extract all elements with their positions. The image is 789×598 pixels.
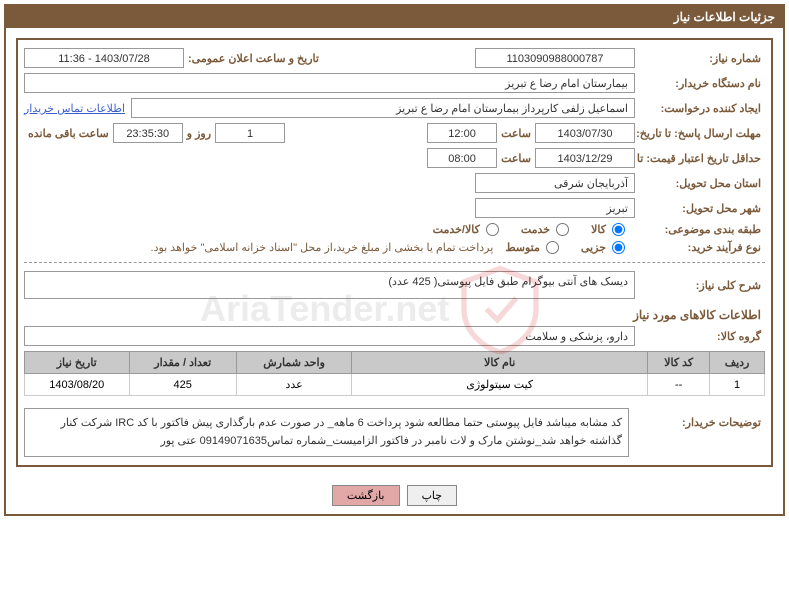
lbl-desc: شرح کلی نیاز: — [635, 279, 765, 292]
td-code: -- — [648, 374, 710, 396]
lbl-category: طبقه بندی موضوعی: — [635, 223, 765, 236]
fld-deadline-time: 12:00 — [427, 123, 497, 143]
main-panel: جزئیات اطلاعات نیاز شماره نیاز: 11030909… — [4, 4, 785, 516]
th-date: تاریخ نیاز — [25, 352, 130, 374]
td-date: 1403/08/20 — [25, 374, 130, 396]
table-header-row: ردیف کد کالا نام کالا واحد شمارش تعداد /… — [25, 352, 765, 374]
lbl-buyer-org: نام دستگاه خریدار: — [635, 77, 765, 90]
lbl-req-no: شماره نیاز: — [635, 52, 765, 65]
radio-medium[interactable] — [546, 241, 559, 254]
items-table: ردیف کد کالا نام کالا واحد شمارش تعداد /… — [24, 351, 765, 396]
lbl-proc-type: نوع فرآیند خرید: — [635, 241, 765, 254]
radio-both[interactable] — [486, 223, 499, 236]
back-button[interactable]: بازگشت — [332, 485, 400, 506]
button-row: چاپ بازگشت — [6, 477, 783, 514]
lbl-days-and: روز و — [183, 127, 215, 140]
lbl-buyer-notes: توضیحات خریدار: — [635, 402, 765, 429]
lbl-deadline: مهلت ارسال پاسخ: تا تاریخ: — [635, 127, 765, 140]
th-code: کد کالا — [648, 352, 710, 374]
th-name: نام کالا — [352, 352, 648, 374]
print-button[interactable]: چاپ — [407, 485, 458, 506]
fld-buyer-notes: کد مشابه میباشد فایل پیوستی حتما مطالعه … — [24, 408, 629, 457]
radio-partial[interactable] — [612, 241, 625, 254]
td-qty: 425 — [129, 374, 236, 396]
fld-remaining-time: 23:35:30 — [113, 123, 183, 143]
lbl-city: شهر محل تحویل: — [635, 202, 765, 215]
fld-desc: دیسک های آنتی بیوگرام طبق فایل پیوستی( 4… — [24, 271, 635, 299]
td-row: 1 — [710, 374, 765, 396]
category-radio-group: کالا خدمت کالا/خدمت — [425, 223, 635, 236]
fld-days: 1 — [215, 123, 285, 143]
lbl-remaining: ساعت باقی مانده — [24, 127, 113, 140]
divider — [24, 262, 765, 263]
proc-type-radio-group: جزیی متوسط — [497, 241, 635, 254]
radio-goods[interactable] — [612, 223, 625, 236]
fld-deadline-date: 1403/07/30 — [535, 123, 635, 143]
buyer-contact-link[interactable]: اطلاعات تماس خریدار — [24, 102, 125, 115]
lbl-hour-1: ساعت — [497, 127, 535, 140]
th-qty: تعداد / مقدار — [129, 352, 236, 374]
fld-city: تبریز — [475, 198, 635, 218]
fld-ann-date: 1403/07/28 - 11:36 — [24, 48, 184, 68]
fld-goods-group: دارو، پزشکی و سلامت — [24, 326, 635, 346]
pay-note: پرداخت تمام یا بخشی از مبلغ خرید،از محل … — [147, 241, 498, 254]
lbl-goods-group: گروه کالا: — [635, 330, 765, 343]
radio-service[interactable] — [556, 223, 569, 236]
fld-validity-time: 08:00 — [427, 148, 497, 168]
lbl-validity: حداقل تاریخ اعتبار قیمت: تا تاریخ: — [635, 152, 765, 165]
fld-validity-date: 1403/12/29 — [535, 148, 635, 168]
lbl-ann-date: تاریخ و ساعت اعلان عمومی: — [184, 52, 323, 65]
td-unit: عدد — [236, 374, 351, 396]
fld-buyer-org: بیمارستان امام رضا ع تبریز — [24, 73, 635, 93]
fld-creator: اسماعیل زلفی کارپرداز بیمارستان امام رضا… — [131, 98, 635, 118]
fld-req-no: 1103090988000787 — [475, 48, 635, 68]
td-name: کیت سیتولوژی — [352, 374, 648, 396]
th-row: ردیف — [710, 352, 765, 374]
table-row: 1 -- کیت سیتولوژی عدد 425 1403/08/20 — [25, 374, 765, 396]
th-unit: واحد شمارش — [236, 352, 351, 374]
lbl-province: استان محل تحویل: — [635, 177, 765, 190]
fld-province: آذربایجان شرقی — [475, 173, 635, 193]
lbl-hour-2: ساعت — [497, 152, 535, 165]
lbl-creator: ایجاد کننده درخواست: — [635, 102, 765, 115]
goods-info-title: اطلاعات کالاهای مورد نیاز — [24, 304, 765, 326]
form-box: شماره نیاز: 1103090988000787 تاریخ و ساع… — [16, 38, 773, 467]
panel-title: جزئیات اطلاعات نیاز — [6, 6, 783, 28]
